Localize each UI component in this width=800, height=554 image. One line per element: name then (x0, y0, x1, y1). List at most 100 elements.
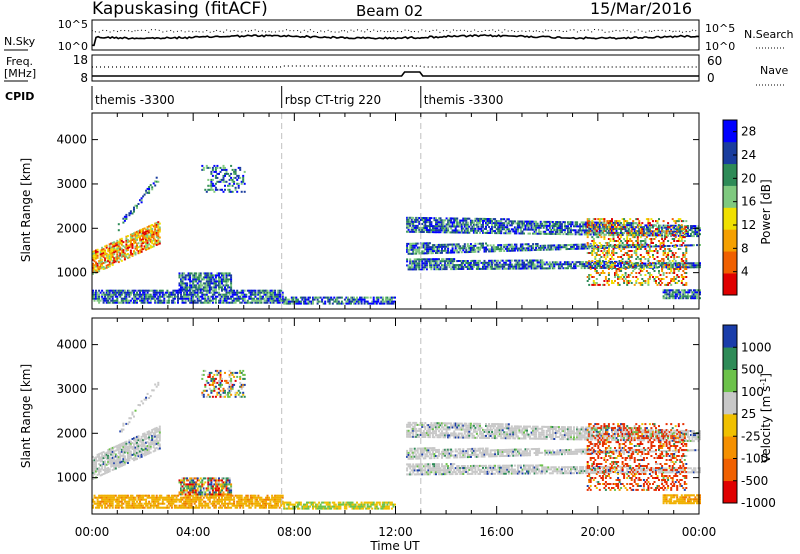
power-cell (594, 268, 597, 270)
power-cell (193, 272, 196, 275)
power-cell (416, 246, 419, 249)
power-cell (489, 228, 492, 230)
velocity-cell (96, 453, 99, 456)
power-cell (412, 252, 415, 255)
power-cell (647, 230, 650, 233)
power-cell (439, 217, 442, 220)
power-cell (662, 226, 665, 229)
power-cell (664, 291, 667, 294)
power-cell (151, 188, 154, 191)
power-cell (563, 246, 566, 249)
power-cell (588, 230, 591, 233)
power-cell (588, 276, 591, 278)
power-cell (591, 265, 594, 267)
power-cell (659, 242, 662, 244)
power-cell (648, 226, 651, 229)
power-cell (221, 295, 223, 298)
power-cell (582, 265, 585, 268)
power-cell (425, 258, 428, 261)
power-cell (683, 276, 686, 278)
power-cell (583, 265, 586, 268)
power-cell (307, 302, 310, 305)
power-cell (92, 250, 94, 253)
power-cell (181, 284, 184, 287)
power-cell (664, 226, 667, 229)
power-cell (635, 248, 638, 250)
power-cell (129, 233, 132, 236)
power-cell (152, 297, 155, 300)
power-cell (598, 231, 601, 234)
power-cell (504, 226, 507, 229)
power-cell (664, 293, 667, 296)
power-cell (354, 298, 357, 301)
power-cell (658, 224, 660, 227)
power-cell (295, 300, 298, 303)
power-cell (689, 227, 692, 229)
power-cell (96, 254, 99, 257)
power-cell (293, 296, 296, 299)
power-cell (685, 248, 688, 250)
power-cell (648, 230, 651, 233)
power-cell (218, 286, 220, 289)
power-cell (606, 250, 609, 252)
velocity-cell (95, 470, 97, 473)
power-cell (265, 289, 267, 292)
power-cell (595, 233, 598, 236)
power-cell (272, 301, 275, 304)
power-cell (225, 274, 228, 277)
power-cell (592, 276, 595, 278)
power-cell (158, 289, 161, 292)
power-cell (110, 299, 113, 302)
power-cell (609, 254, 612, 256)
power-cell (139, 231, 141, 234)
power-cell (498, 250, 501, 253)
power-cell (145, 240, 148, 243)
power-cell (664, 266, 667, 268)
power-cell (205, 274, 208, 277)
power-cell (633, 262, 636, 265)
power-cell (254, 295, 257, 298)
nave-trace (92, 65, 699, 68)
power-cell (465, 225, 468, 228)
power-cell (648, 222, 651, 225)
power-cell (95, 269, 97, 272)
power-cell (422, 225, 425, 227)
power-cell (406, 230, 409, 233)
power-cell (507, 263, 510, 266)
power-cell (565, 244, 568, 247)
power-cell (626, 246, 629, 248)
power-cell (208, 272, 211, 275)
power-cell (536, 224, 539, 227)
power-cell (533, 249, 536, 251)
power-cell (579, 263, 582, 266)
power-cell (228, 182, 231, 185)
power-cell (451, 264, 454, 267)
power-cell (479, 259, 481, 262)
power-cell (648, 266, 651, 268)
power-cell (658, 230, 660, 233)
power-cell (111, 293, 114, 296)
power-cell (483, 231, 486, 234)
power-cell (116, 297, 119, 300)
power-cell (275, 301, 278, 304)
power-cell (629, 264, 632, 267)
power-cell (647, 264, 650, 266)
velocity-cell (99, 468, 102, 471)
power-cell (614, 246, 616, 249)
power-cell (586, 226, 589, 229)
power-cell (448, 243, 451, 246)
power-cell (292, 300, 295, 303)
power-cell (224, 184, 226, 187)
power-cell (351, 296, 354, 299)
power-cell (630, 254, 633, 256)
power-cell (105, 256, 108, 259)
power-cell (410, 222, 413, 225)
power-cell (570, 245, 572, 248)
power-cell (563, 223, 566, 226)
power-cell (538, 246, 541, 249)
power-cell (104, 293, 107, 296)
power-cell (659, 264, 662, 267)
power-cell (475, 263, 478, 266)
power-cell (457, 229, 460, 232)
power-cell (595, 231, 598, 234)
